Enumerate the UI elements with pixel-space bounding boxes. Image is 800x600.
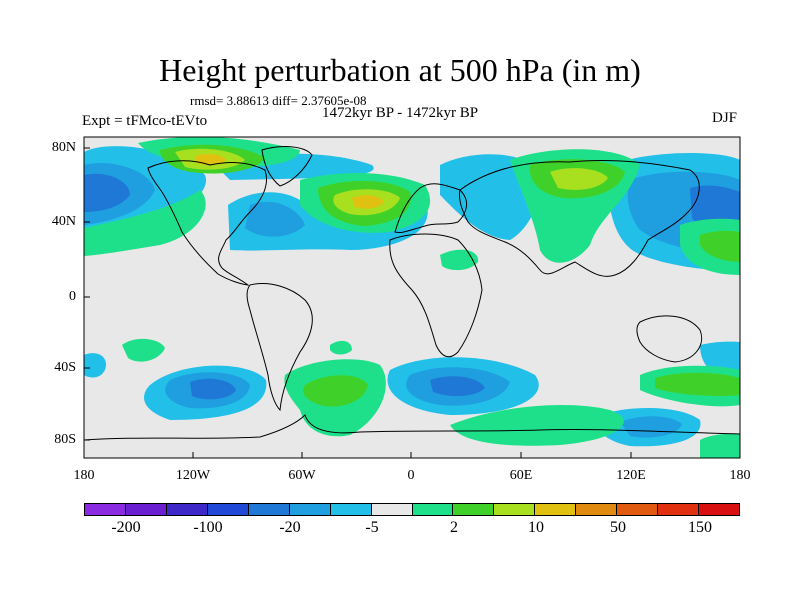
contour-pos-mid <box>303 375 368 407</box>
lon-label: 0 <box>407 468 415 483</box>
lon-label: 60W <box>288 468 316 483</box>
experiment-text: Expt = tFMco-tEVto <box>82 113 208 129</box>
colorbar-swatch <box>125 503 167 516</box>
colorbar-label: 2 <box>450 519 458 536</box>
colorbar-swatch <box>166 503 208 516</box>
colorbar-swatch <box>248 503 290 516</box>
lat-label: 80N <box>51 140 76 155</box>
greenland-outline <box>261 146 313 187</box>
colorbar-swatch <box>617 503 659 516</box>
north-america-outline <box>147 160 267 286</box>
lon-label: 180 <box>73 468 95 483</box>
axis-ticks <box>83 147 741 458</box>
contour-pos-max <box>352 195 384 209</box>
colorbar-swatch <box>658 503 700 516</box>
colorbar-label: 150 <box>688 519 712 536</box>
contour-neg-low <box>430 376 485 397</box>
contour-neg-low <box>84 173 130 212</box>
colorbar-label: -100 <box>193 519 223 536</box>
contour-pos-weak <box>84 190 206 256</box>
colorbar <box>84 503 740 516</box>
antarctica-outline <box>84 414 740 441</box>
contour-pos-weak <box>450 405 624 446</box>
contour-pos-max <box>195 153 226 165</box>
colorbar-label: 50 <box>610 519 626 536</box>
lat-label: 40S <box>54 360 76 375</box>
anomaly-field <box>84 137 740 458</box>
contour-neg-low <box>190 378 236 400</box>
south-america-outline <box>246 283 313 412</box>
lon-label: 60E <box>509 468 533 483</box>
contour-pos-mid <box>655 372 740 397</box>
colorbar-label: -5 <box>365 519 379 536</box>
colorbar-swatch <box>289 503 331 516</box>
colorbar-label: -20 <box>279 519 301 536</box>
contour-pos-weak <box>122 338 165 362</box>
colorbar-swatch <box>207 503 249 516</box>
colorbar-swatch <box>453 503 495 516</box>
asia-outline <box>459 159 700 277</box>
lat-label: 40N <box>51 214 76 229</box>
australia-outline <box>636 315 702 363</box>
colorbar-swatch <box>576 503 618 516</box>
contour-pos-high <box>550 168 608 190</box>
lon-label: 120E <box>616 468 646 483</box>
colorbar-swatch <box>699 503 740 516</box>
contour-pos-weak <box>700 433 740 458</box>
lat-label: 0 <box>69 289 76 304</box>
colorbar-swatch <box>494 503 536 516</box>
contour-neg-mid <box>245 201 305 237</box>
contour-pos-weak <box>440 249 479 271</box>
lat-label: 80S <box>54 432 76 447</box>
lon-label: 120W <box>175 468 211 483</box>
lon-label: 180 <box>729 468 751 483</box>
season-text: DJF <box>712 110 738 126</box>
colorbar-swatch <box>84 503 126 516</box>
land-outlines <box>84 146 740 441</box>
contour-pos-mid <box>700 230 740 262</box>
colorbar-swatch <box>330 503 372 516</box>
contour-neg-mid <box>620 416 682 438</box>
contour-neg-weak <box>84 353 106 378</box>
colorbar-label: 10 <box>528 519 544 536</box>
chart-title: Height perturbation at 500 hPa (in m) <box>159 52 641 88</box>
stats-text: rmsd= 3.88613 diff= 2.37605e-08 <box>190 93 367 108</box>
europe-outline <box>394 183 467 233</box>
colorbar-label: -200 <box>111 519 141 536</box>
colorbar-swatch <box>412 503 454 516</box>
colorbar-swatch <box>371 503 413 516</box>
period-text: 1472kyr BP - 1472kyr BP <box>322 105 479 121</box>
contour-pos-weak <box>330 340 352 355</box>
colorbar-swatch <box>535 503 577 516</box>
africa-outline <box>389 233 483 358</box>
